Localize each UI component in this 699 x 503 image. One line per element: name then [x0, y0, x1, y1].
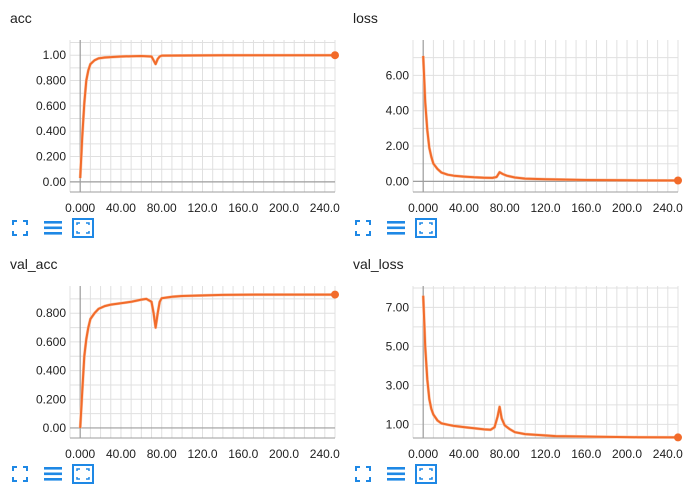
x-tick-label: 240.0 — [653, 447, 683, 460]
fit-domain-icon[interactable] — [415, 464, 437, 484]
fit-domain-icon[interactable] — [72, 218, 94, 238]
chart-card-val-acc: val_acc 0.00 0.200 0.400 0.600 0.800 0.000 40.… — [10, 256, 350, 496]
data-selection-icon[interactable] — [43, 464, 63, 484]
fullscreen-icon[interactable] — [10, 218, 30, 238]
chart-plot: 0.00 0.200 0.400 0.600 0.800 0.000 40.00 80.00 1… — [36, 286, 340, 460]
x-tick-label: 200.0 — [269, 201, 299, 214]
fit-domain-icon[interactable] — [415, 218, 437, 238]
chart-plot: 1.00 3.00 5.00 7.00 0.000 40.00 80.00 120.0 160.… — [386, 286, 683, 460]
x-tick-label: 80.00 — [490, 447, 520, 460]
x-tick-label: 200.0 — [612, 447, 642, 460]
series-line — [422, 295, 679, 439]
x-tick-label: 0.000 — [65, 201, 95, 214]
chart-card-acc: acc 0.00 0.200 0.400 0.600 0.800 1.00 0.000 40.… — [10, 10, 350, 250]
y-tick-label: 0.00 — [386, 174, 410, 188]
data-selection-icon[interactable] — [43, 218, 63, 238]
chart-plot: 0.00 2.00 4.00 6.00 0.000 40.00 80.00 120.0 160.… — [386, 40, 683, 214]
fullscreen-icon[interactable] — [353, 218, 373, 238]
x-tick-label: 240.0 — [310, 201, 340, 214]
x-tick-label: 80.00 — [147, 201, 177, 214]
chart-title: loss — [353, 10, 378, 26]
x-tick-label: 0.000 — [65, 447, 95, 460]
data-selection-icon[interactable] — [386, 218, 406, 238]
y-tick-label: 0.600 — [36, 335, 66, 349]
x-tick-label: 40.00 — [449, 447, 479, 460]
x-tick-label: 40.00 — [449, 201, 479, 214]
y-tick-label: 0.600 — [36, 99, 66, 113]
chart-card-val-loss: val_loss 1.00 3.00 5.00 7.00 0.000 40.00 80.00… — [353, 256, 693, 496]
x-tick-label: 120.0 — [530, 447, 560, 460]
fit-domain-icon[interactable] — [72, 464, 94, 484]
x-tick-label: 200.0 — [269, 447, 299, 460]
y-tick-label: 2.00 — [386, 139, 410, 153]
y-tick-label: 3.00 — [386, 378, 410, 392]
chart-card-loss: loss 0.00 2.00 4.00 6.00 0.000 40.00 80.00 120.… — [353, 10, 693, 250]
fullscreen-icon[interactable] — [353, 464, 373, 484]
series-end-point[interactable] — [331, 51, 339, 60]
x-tick-label: 80.00 — [147, 447, 177, 460]
y-tick-label: 6.00 — [386, 68, 410, 82]
y-tick-label: 0.400 — [36, 124, 66, 138]
x-tick-label: 40.00 — [106, 201, 136, 214]
y-tick-label: 0.200 — [36, 150, 66, 164]
x-tick-label: 80.00 — [490, 201, 520, 214]
x-tick-label: 160.0 — [228, 447, 258, 460]
y-tick-label: 1.00 — [386, 417, 410, 431]
fullscreen-icon[interactable] — [10, 464, 30, 484]
chart-title: acc — [10, 10, 32, 26]
x-tick-label: 160.0 — [228, 201, 258, 214]
series-line-raw — [78, 53, 335, 179]
series-line-raw — [421, 295, 679, 439]
chart-plot: 0.00 0.200 0.400 0.600 0.800 1.00 0.000 40.00 80… — [36, 40, 340, 214]
x-tick-label: 120.0 — [187, 447, 217, 460]
x-tick-label: 240.0 — [653, 201, 683, 214]
series-end-point[interactable] — [674, 433, 682, 442]
series-line — [422, 55, 679, 182]
series-line-raw — [421, 55, 679, 182]
x-tick-label: 160.0 — [571, 201, 601, 214]
y-tick-label: 0.200 — [36, 392, 66, 406]
y-tick-label: 5.00 — [386, 339, 410, 353]
chart-title: val_acc — [10, 256, 58, 272]
y-tick-label: 7.00 — [386, 300, 410, 314]
data-selection-icon[interactable] — [386, 464, 406, 484]
series-end-point[interactable] — [674, 176, 682, 185]
y-tick-label: 0.400 — [36, 364, 66, 378]
y-tick-label: 4.00 — [386, 104, 410, 118]
x-tick-label: 40.00 — [106, 447, 136, 460]
y-tick-label: 1.00 — [43, 48, 67, 62]
series-line-raw — [78, 293, 335, 429]
series-line — [79, 293, 335, 429]
x-tick-label: 240.0 — [310, 447, 340, 460]
y-tick-label: 0.00 — [43, 175, 67, 189]
series-line — [79, 54, 335, 179]
y-tick-label: 0.800 — [36, 74, 66, 88]
chart-title: val_loss — [353, 256, 404, 272]
x-tick-label: 0.000 — [408, 447, 438, 460]
series-end-point[interactable] — [331, 290, 339, 299]
x-tick-label: 0.000 — [408, 201, 438, 214]
y-tick-label: 0.00 — [43, 421, 67, 435]
x-tick-label: 120.0 — [530, 201, 560, 214]
x-tick-label: 160.0 — [571, 447, 601, 460]
y-tick-label: 0.800 — [36, 306, 66, 320]
x-tick-label: 120.0 — [187, 201, 217, 214]
x-tick-label: 200.0 — [612, 201, 642, 214]
